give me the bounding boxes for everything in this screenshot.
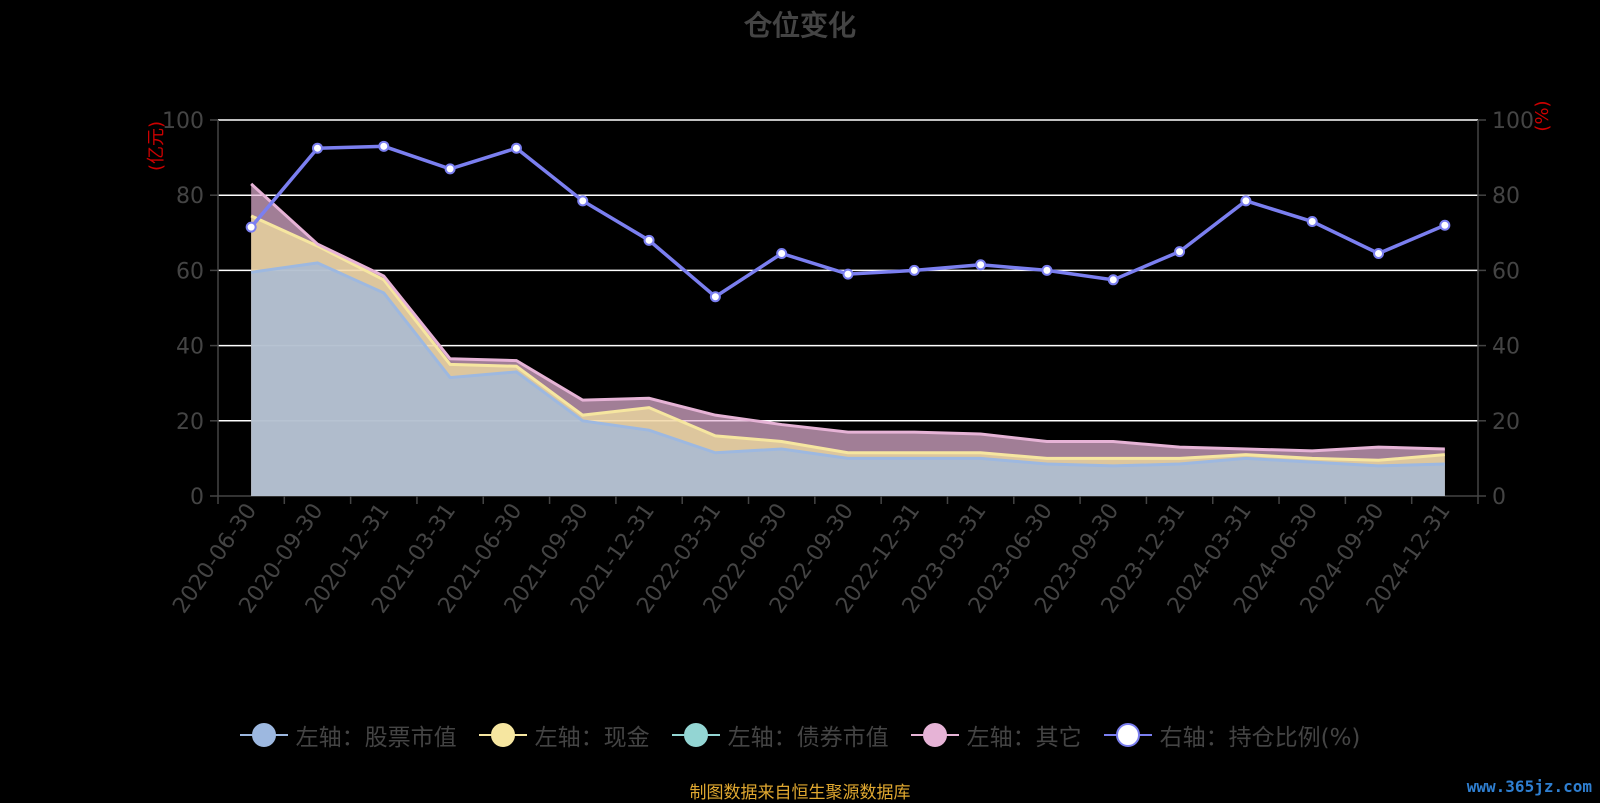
right-tick-label: 60 [1492, 259, 1520, 284]
legend-swatch [1103, 723, 1152, 747]
legend-marker [490, 723, 515, 747]
position-ratio-point [444, 163, 456, 175]
legend-swatch [239, 723, 288, 747]
position-ratio-point [709, 291, 721, 303]
watermark: www.365jz.com [1466, 777, 1592, 796]
position-ratio-point [1373, 247, 1385, 259]
chart-legend: 左轴：股票市值 左轴：现金 左轴：债券市值 左轴：其它 右轴：持仓比例(%) [0, 718, 1600, 752]
position-ratio-point [245, 221, 257, 233]
left-tick-label: 40 [176, 335, 204, 360]
legend-marker [683, 723, 708, 747]
left-tick-label: 60 [176, 259, 204, 284]
area-line-4 [250, 182, 1445, 453]
legend-item[interactable]: 左轴：债券市值 [671, 718, 889, 752]
left-tick-label: 100 [162, 109, 204, 134]
legend-swatch [478, 723, 527, 747]
position-ratio-point [378, 140, 390, 152]
left-tick-label: 80 [176, 184, 204, 209]
area-line-1 [250, 261, 1445, 468]
position-ratio-point [1439, 219, 1451, 231]
legend-marker [251, 723, 276, 747]
position-ratio-point [643, 234, 655, 246]
position-ratio-point [975, 259, 987, 271]
right-axis-title: (%) [1532, 100, 1553, 131]
position-ratio-point [1174, 246, 1186, 258]
legend-marker [1115, 723, 1140, 747]
position-ratio-point [1041, 264, 1053, 276]
right-tick-label: 20 [1492, 410, 1520, 435]
left-tick-label: 20 [176, 410, 204, 435]
legend-item[interactable]: 左轴：股票市值 [239, 718, 457, 752]
legend-label: 左轴：债券市值 [727, 725, 889, 751]
position-ratio-point [842, 268, 854, 280]
left-tick-label: 0 [190, 485, 204, 510]
position-ratio-point [1240, 195, 1252, 207]
area-line-2 [250, 214, 1445, 462]
position-ratio-point [311, 142, 323, 154]
right-tick-label: 0 [1492, 485, 1506, 510]
position-ratio-point [908, 264, 920, 276]
chart-title: 仓位变化 [743, 9, 856, 42]
position-ratio-point [1107, 274, 1119, 286]
legend-swatch [910, 723, 959, 747]
left-axis-title: (亿元) [146, 121, 167, 171]
legend-marker [922, 723, 947, 747]
legend-item[interactable]: 左轴：其它 [910, 718, 1082, 752]
right-tick-label: 100 [1492, 109, 1534, 134]
position-ratio-point [577, 195, 589, 207]
position-ratio-point [510, 142, 522, 154]
source-note: 制图数据来自恒生聚源数据库 [689, 783, 911, 803]
position-ratio-point [776, 247, 788, 259]
legend-label: 左轴：现金 [534, 725, 650, 751]
legend-item[interactable]: 右轴：持仓比例(%) [1103, 718, 1361, 752]
area-1 [251, 262, 1445, 496]
legend-label: 右轴：持仓比例(%) [1159, 725, 1361, 751]
legend-label: 左轴：其它 [966, 725, 1082, 751]
legend-item[interactable]: 左轴：现金 [478, 718, 650, 752]
position-ratio-point [1306, 216, 1318, 228]
right-tick-label: 80 [1492, 184, 1520, 209]
legend-swatch [671, 723, 720, 747]
legend-label: 左轴：股票市值 [295, 725, 457, 751]
right-tick-label: 40 [1492, 335, 1520, 360]
